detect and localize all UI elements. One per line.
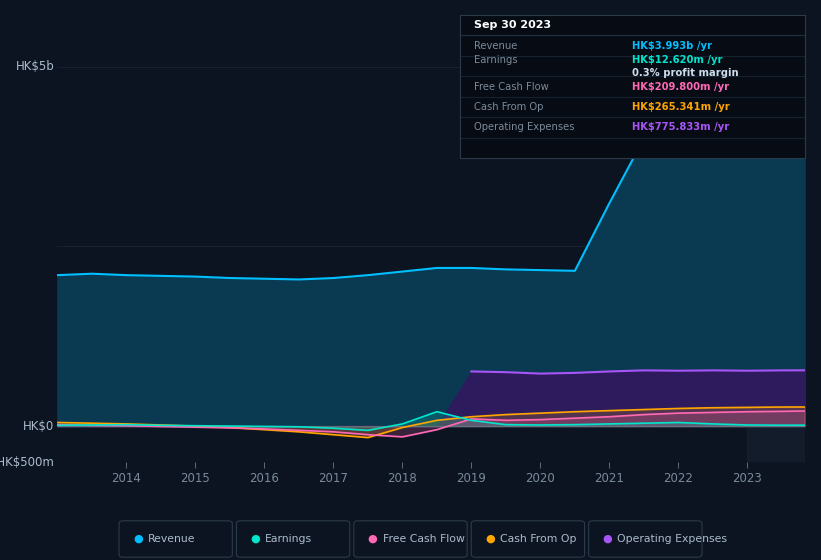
Text: Cash From Op: Cash From Op [474,102,544,112]
Text: Sep 30 2023: Sep 30 2023 [474,20,551,30]
Text: Free Cash Flow: Free Cash Flow [383,534,465,544]
Text: ●: ● [133,534,143,544]
Text: HK$265.341m /yr: HK$265.341m /yr [632,102,730,112]
Text: Cash From Op: Cash From Op [500,534,576,544]
Text: Revenue: Revenue [148,534,195,544]
Text: Revenue: Revenue [474,41,517,50]
Text: Earnings: Earnings [474,55,517,66]
Text: ●: ● [485,534,495,544]
Text: ●: ● [250,534,260,544]
Text: -HK$500m: -HK$500m [0,455,54,469]
Text: HK$5b: HK$5b [16,60,54,73]
Text: Earnings: Earnings [265,534,312,544]
Bar [747,31,805,462]
Text: HK$0: HK$0 [23,419,54,432]
Text: ●: ● [368,534,378,544]
Text: ●: ● [603,534,612,544]
Text: Operating Expenses: Operating Expenses [617,534,727,544]
Text: HK$12.620m /yr: HK$12.620m /yr [632,55,723,66]
Text: HK$209.800m /yr: HK$209.800m /yr [632,82,730,91]
Text: HK$3.993b /yr: HK$3.993b /yr [632,41,713,50]
Text: HK$775.833m /yr: HK$775.833m /yr [632,122,730,132]
Text: 0.3% profit margin: 0.3% profit margin [632,68,739,78]
Text: Free Cash Flow: Free Cash Flow [474,82,548,91]
Text: Operating Expenses: Operating Expenses [474,122,575,132]
